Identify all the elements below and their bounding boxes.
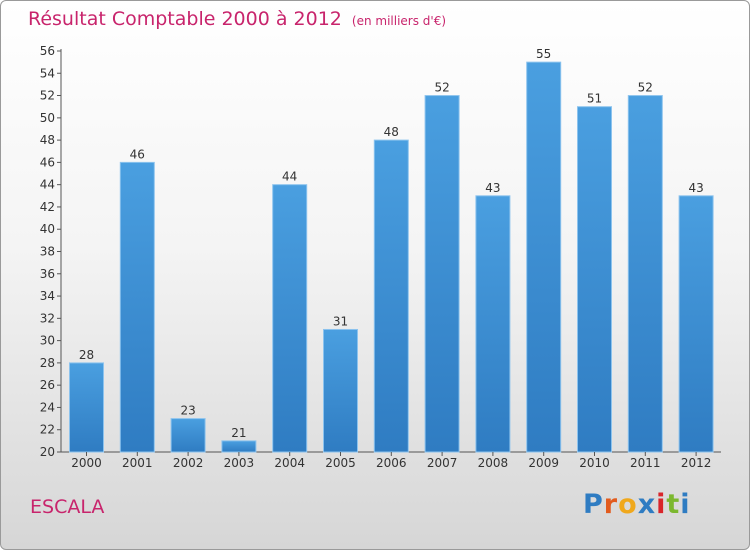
y-tick-label: 54 [40, 66, 55, 80]
bar-2003 [221, 440, 257, 453]
logo-letter: o [618, 489, 638, 520]
bar-2009 [526, 61, 562, 453]
bar-2000 [69, 362, 104, 453]
value-label-2009: 55 [536, 47, 551, 61]
x-tick-label-2009: 2009 [528, 456, 559, 470]
bar-2008 [475, 195, 511, 453]
y-tick-label: 28 [40, 356, 55, 370]
y-tick-label: 26 [40, 378, 55, 392]
chart-title-text: Résultat Comptable 2000 à 2012 [28, 8, 342, 30]
x-tick-label-2002: 2002 [173, 456, 204, 470]
x-tick-label-2012: 2012 [681, 456, 712, 470]
value-label-2012: 43 [688, 181, 703, 195]
proxiti-logo: Proxiti [583, 489, 691, 520]
y-tick-label: 36 [40, 267, 55, 281]
x-tick-label-2005: 2005 [325, 456, 356, 470]
value-label-2000: 28 [79, 348, 94, 362]
value-label-2006: 48 [384, 125, 399, 139]
value-label-2001: 46 [130, 147, 145, 161]
value-label-2010: 51 [587, 92, 602, 106]
x-tick-label-2006: 2006 [376, 456, 407, 470]
y-tick-label: 38 [40, 245, 55, 259]
logo-letter: i [680, 489, 691, 520]
location-label: ESCALA [30, 496, 105, 518]
y-tick-label: 30 [40, 334, 55, 348]
bar-2001 [119, 161, 155, 453]
x-tick-label-2011: 2011 [630, 456, 661, 470]
y-tick-label: 48 [40, 133, 55, 147]
y-tick-label: 50 [40, 111, 55, 125]
y-tick-label: 22 [40, 423, 55, 437]
chart-unit: (en milliers d'€) [351, 14, 447, 28]
x-tick-label-2008: 2008 [478, 456, 509, 470]
x-tick-label-2003: 2003 [224, 456, 255, 470]
value-label-2008: 43 [485, 181, 500, 195]
bar-2002 [170, 418, 206, 453]
x-tick-label-2004: 2004 [274, 456, 305, 470]
value-label-2011: 52 [638, 81, 653, 95]
value-label-2007: 52 [434, 81, 449, 95]
logo-letter: t [666, 489, 681, 520]
logo-letter: i [656, 489, 667, 520]
bar-2006 [373, 139, 409, 453]
value-label-2004: 44 [282, 170, 297, 184]
x-tick-label-2000: 2000 [71, 456, 102, 470]
value-label-2002: 23 [180, 404, 195, 418]
y-tick-label: 52 [40, 89, 55, 103]
y-tick-label: 56 [40, 44, 55, 58]
bar-2012 [678, 195, 714, 453]
y-tick-label: 24 [40, 400, 55, 414]
bar-2010 [577, 106, 612, 453]
logo-letter: x [637, 489, 657, 520]
value-label-2005: 31 [333, 314, 348, 328]
logo-letter: P [583, 489, 604, 520]
y-tick-label: 20 [40, 445, 55, 459]
y-tick-label: 44 [40, 178, 55, 192]
x-tick-label-2007: 2007 [427, 456, 458, 470]
bar-2007 [424, 95, 460, 453]
y-tick-label: 34 [40, 289, 55, 303]
x-tick-label-2010: 2010 [579, 456, 610, 470]
y-tick-label: 46 [40, 155, 55, 169]
logo-letter: r [603, 489, 619, 520]
y-tick-label: 40 [40, 222, 55, 236]
bar-2011 [627, 95, 663, 453]
y-tick-label: 32 [40, 311, 55, 325]
chart-title: Résultat Comptable 2000 à 2012 (en millie… [28, 8, 446, 30]
bar-2004 [272, 184, 308, 453]
y-tick-label: 42 [40, 200, 55, 214]
bar-2005 [323, 328, 358, 453]
value-label-2003: 21 [231, 426, 246, 440]
x-tick-label-2001: 2001 [122, 456, 153, 470]
